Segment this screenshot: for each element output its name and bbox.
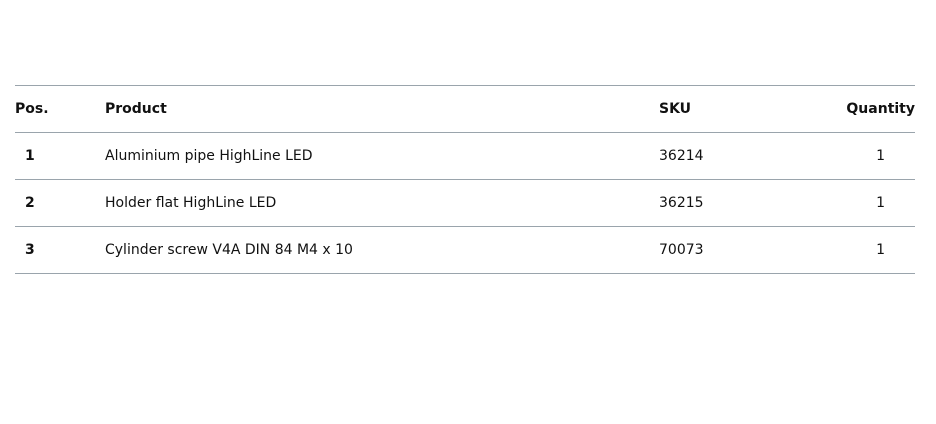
parts-table: Pos. Product SKU Quantity 1 Aluminium pi…	[15, 85, 915, 274]
row-sku: 70073	[659, 226, 839, 274]
row-quantity: 1	[839, 132, 915, 180]
row-pos: 2	[15, 179, 105, 227]
row-sku: 36214	[659, 132, 839, 180]
row-pos: 1	[15, 132, 105, 180]
row-product: Holder flat HighLine LED	[105, 179, 659, 227]
row-pos: 3	[15, 226, 105, 274]
table-row: 2 Holder flat HighLine LED 36215 1	[15, 179, 915, 227]
row-product: Cylinder screw V4A DIN 84 M4 x 10	[105, 226, 659, 274]
row-quantity: 1	[839, 226, 915, 274]
table-row: 3 Cylinder screw V4A DIN 84 M4 x 10 7007…	[15, 226, 915, 274]
table-row: 1 Aluminium pipe HighLine LED 36214 1	[15, 132, 915, 180]
header-sku: SKU	[659, 85, 839, 133]
header-pos: Pos.	[15, 85, 105, 133]
row-sku: 36215	[659, 179, 839, 227]
row-product: Aluminium pipe HighLine LED	[105, 132, 659, 180]
header-quantity: Quantity	[839, 85, 915, 133]
row-quantity: 1	[839, 179, 915, 227]
header-product: Product	[105, 85, 659, 133]
table-header-row: Pos. Product SKU Quantity	[15, 85, 915, 133]
